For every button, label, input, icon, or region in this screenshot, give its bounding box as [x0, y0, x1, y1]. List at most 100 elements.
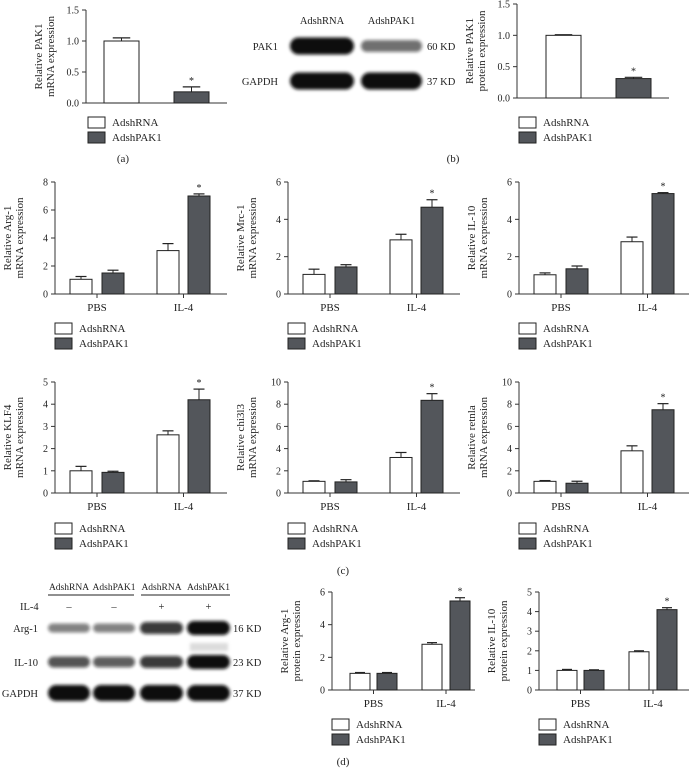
- y-tick-label: 0: [507, 489, 512, 500]
- bar-adshrna: [389, 239, 413, 295]
- legend-swatch-adshpak1: [518, 337, 537, 350]
- y-tick-label: 0: [276, 489, 281, 500]
- significance-star: *: [430, 189, 435, 200]
- blot-smear: [190, 643, 228, 651]
- y-axis-label: mRNA expression: [478, 197, 490, 278]
- bar-adshpak1: [187, 195, 211, 295]
- chart-c-5: 0 2 4 6 Relative IL-10 mRNA expression PBS * IL-…: [466, 178, 689, 350]
- y-axis-label: mRNA expression: [45, 16, 57, 97]
- y-tick-label: 3: [43, 422, 48, 433]
- legend-label: AdshRNA: [79, 323, 126, 335]
- bar-adshrna: [628, 651, 650, 691]
- bar-adshpak1: [187, 399, 211, 494]
- y-tick-label: 2: [276, 466, 281, 477]
- y-axis-label: Relative Arg-1: [2, 206, 14, 271]
- chart-d-10: 0 1 2 3 4 5 Relative IL-10 protein expression PB…: [486, 588, 689, 746]
- panel-label-d: (d): [337, 756, 350, 768]
- panel-label-c: (c): [337, 565, 350, 577]
- legend-swatch-adshpak1: [287, 337, 306, 350]
- lane-label: AdshPAK1: [187, 583, 230, 593]
- chart-a-1: 0.0 0.5 1.0 1.5 Relative PAK1 mRNA expression…: [33, 6, 227, 144]
- legend-label: AdshPAK1: [312, 338, 362, 350]
- x-tick-label: IL-4: [174, 302, 194, 314]
- bar-adshrna: [69, 470, 93, 494]
- y-tick-label: 1.0: [498, 31, 511, 42]
- molecular-weight-label: 16 KD: [233, 624, 262, 635]
- chart-d-9: 0 2 4 6 Relative Arg-1 protein expression PBS *…: [279, 587, 475, 746]
- y-tick-label: 6: [276, 178, 281, 189]
- bar-adshrna: [69, 278, 93, 295]
- blot-band: [187, 655, 230, 669]
- legend-label: AdshPAK1: [543, 338, 593, 350]
- x-tick-label: PBS: [87, 501, 107, 513]
- bar-adshpak1: [583, 669, 605, 691]
- y-axis-label: mRNA expression: [14, 397, 26, 478]
- legend-swatch-adshpak1: [287, 537, 306, 550]
- y-tick-label: 10: [502, 378, 512, 389]
- y-tick-label: 5: [527, 588, 532, 599]
- x-tick-label: PBS: [551, 302, 571, 314]
- y-axis-label: mRNA expression: [14, 197, 26, 278]
- legend-swatch-adshrna: [538, 718, 557, 731]
- y-axis-label: mRNA expression: [247, 397, 259, 478]
- x-tick-label: IL-4: [638, 501, 658, 513]
- y-axis-label: Relative IL-10: [466, 205, 478, 270]
- y-tick-label: 4: [276, 444, 281, 455]
- legend-label: AdshRNA: [312, 323, 359, 335]
- legend-label: AdshPAK1: [543, 538, 593, 550]
- significance-star: *: [665, 597, 670, 608]
- legend-label: AdshPAK1: [79, 538, 129, 550]
- y-tick-label: 0.5: [67, 68, 80, 79]
- legend-label: AdshRNA: [79, 523, 126, 535]
- y-tick-label: 4: [527, 607, 532, 618]
- y-axis-label: protein expression: [291, 600, 303, 681]
- y-tick-label: 0: [43, 290, 48, 301]
- blot-band: [93, 685, 135, 701]
- bar-adshrna: [421, 643, 443, 691]
- blot-band: [140, 621, 183, 635]
- y-tick-label: 6: [507, 422, 512, 433]
- y-axis-label: Relative IL-10: [486, 608, 498, 673]
- blot-band: [93, 656, 135, 668]
- y-tick-label: 1.5: [67, 6, 80, 17]
- bar-adshpak1: [101, 471, 125, 494]
- treatment-sign: +: [206, 602, 212, 613]
- protein-label: GAPDH: [2, 689, 39, 700]
- legend-label: AdshPAK1: [79, 338, 129, 350]
- blot-band: [48, 623, 90, 633]
- x-tick-label: IL-4: [407, 501, 427, 513]
- bar-adshpak1: [615, 78, 652, 99]
- treatment-sign: –: [65, 602, 72, 613]
- legend-swatch-adshpak1: [518, 131, 537, 144]
- significance-star: *: [661, 182, 666, 193]
- y-tick-label: 6: [320, 588, 325, 599]
- bar-adshpak1: [101, 272, 125, 295]
- bar-adshrna: [620, 450, 644, 494]
- x-tick-label: PBS: [320, 302, 340, 314]
- legend-swatch-adshrna: [331, 718, 350, 731]
- y-axis-label: protein expression: [498, 600, 510, 681]
- protein-label: Arg-1: [13, 624, 38, 635]
- bar-adshrna: [302, 273, 326, 295]
- blot-band: [361, 40, 422, 52]
- western-blot-b: AdshRNA AdshPAK1 PAK1 60 KD GAPDH 37 KD: [242, 16, 456, 90]
- y-tick-label: 0.5: [498, 62, 511, 73]
- y-tick-label: 6: [276, 422, 281, 433]
- y-tick-label: 2: [320, 653, 325, 664]
- bar-adshpak1: [334, 266, 358, 295]
- bar-adshrna: [556, 669, 578, 691]
- legend-label: AdshRNA: [563, 719, 610, 731]
- y-tick-label: 4: [43, 400, 48, 411]
- bar-adshrna: [302, 480, 326, 494]
- y-axis-label: Relative Arg-1: [279, 609, 291, 674]
- x-tick-label: PBS: [571, 698, 591, 710]
- y-tick-label: 0: [276, 290, 281, 301]
- bar-adshrna: [620, 241, 644, 295]
- bar-adshrna: [156, 434, 180, 494]
- molecular-weight-label: 60 KD: [427, 42, 456, 53]
- legend-swatch-adshrna: [54, 522, 73, 535]
- blot-band: [140, 685, 183, 701]
- y-tick-label: 8: [507, 400, 512, 411]
- significance-star: *: [189, 76, 194, 87]
